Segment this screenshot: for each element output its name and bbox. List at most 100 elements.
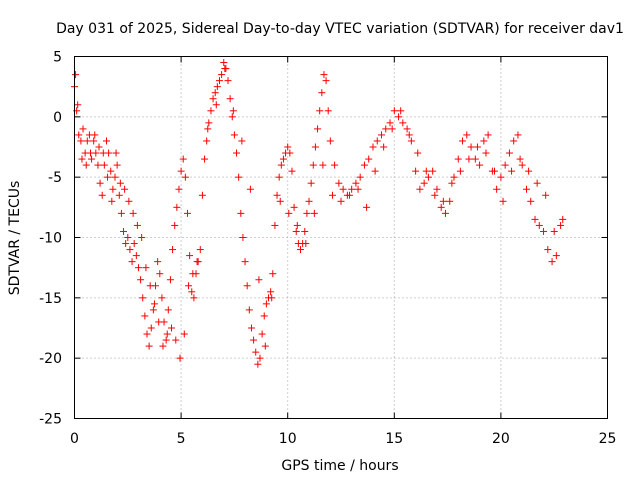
data-point (326, 137, 334, 145)
data-point (116, 179, 124, 187)
data-point (203, 137, 211, 145)
data-point (416, 185, 424, 193)
data-point (467, 143, 475, 151)
data-point (491, 167, 499, 175)
data-point (164, 306, 172, 314)
data-point (91, 131, 99, 139)
axis-ticks (74, 56, 608, 419)
x-tick-label: 20 (492, 431, 510, 447)
data-point (255, 276, 263, 284)
data-point (335, 179, 343, 187)
data-point (109, 185, 117, 193)
data-point (115, 191, 123, 199)
data-point (205, 119, 213, 127)
data-point (522, 185, 530, 193)
data-point (111, 173, 119, 181)
data-point (525, 167, 533, 175)
data-point (168, 324, 176, 332)
data-point (173, 203, 181, 211)
data-point (510, 137, 518, 145)
data-point (290, 203, 298, 211)
data-point (175, 185, 183, 193)
data-point (250, 336, 258, 344)
data-point (292, 227, 300, 235)
data-point (254, 360, 262, 368)
data-point (397, 107, 405, 115)
data-point (346, 191, 354, 199)
data-point (260, 312, 268, 320)
data-point (328, 191, 336, 199)
data-point (390, 107, 398, 115)
data-point (288, 167, 296, 175)
y-axis-label: SDTVAR / TECUs (7, 181, 23, 296)
y-tick-label: -20 (39, 351, 62, 367)
data-point (198, 191, 206, 199)
data-point (456, 167, 464, 175)
data-point (122, 240, 130, 248)
data-point (180, 330, 188, 338)
y-tick-label: 5 (53, 50, 62, 66)
data-point (331, 161, 339, 169)
data-point (233, 149, 241, 157)
data-point (134, 264, 142, 272)
data-point (405, 131, 413, 139)
data-point (559, 215, 567, 223)
data-point (193, 258, 201, 266)
data-point (514, 131, 522, 139)
data-point (544, 246, 552, 254)
data-point (296, 246, 304, 254)
data-point (158, 294, 166, 302)
data-point (86, 149, 94, 157)
data-point (273, 191, 281, 199)
data-point (371, 167, 379, 175)
data-point (243, 282, 251, 290)
data-point (239, 234, 247, 241)
data-point (459, 137, 467, 145)
data-point (284, 143, 292, 151)
data-point (90, 137, 98, 145)
data-point (228, 113, 236, 121)
data-point (99, 149, 107, 157)
data-point (302, 240, 310, 248)
data-point (356, 173, 364, 181)
data-point (241, 258, 249, 266)
data-point (172, 336, 180, 344)
data-point (499, 197, 507, 205)
data-point (497, 173, 505, 181)
data-point (448, 179, 456, 187)
data-point (307, 179, 315, 187)
data-point (382, 125, 390, 133)
data-point (235, 173, 243, 181)
data-point (143, 330, 151, 338)
data-point (142, 264, 150, 272)
data-point (224, 77, 232, 85)
data-point (269, 270, 277, 278)
data-point (112, 149, 120, 157)
data-point (319, 161, 327, 169)
data-point (540, 227, 548, 235)
chart-title: Day 031 of 2025, Sidereal Day-to-day VTE… (56, 21, 624, 37)
data-point (74, 101, 82, 109)
data-point (177, 167, 185, 175)
data-point (493, 185, 501, 193)
data-point (262, 300, 270, 308)
data-point (138, 234, 146, 241)
data-point (285, 209, 293, 217)
data-point (314, 125, 322, 133)
data-point (179, 155, 187, 163)
x-tick-labels: 0 5 10 15 20 25 (70, 431, 616, 447)
data-point (145, 342, 153, 350)
x-tick-label: 10 (279, 431, 297, 447)
data-point (279, 155, 287, 163)
data-point (465, 155, 473, 163)
data-point (463, 131, 471, 139)
data-point (437, 203, 445, 211)
data-point (126, 246, 134, 254)
data-point (150, 300, 158, 308)
y-tick-label: -25 (39, 412, 62, 428)
data-point (476, 161, 484, 169)
data-point (133, 221, 141, 229)
data-point (256, 354, 264, 362)
data-point (535, 221, 543, 229)
data-point (98, 191, 106, 199)
